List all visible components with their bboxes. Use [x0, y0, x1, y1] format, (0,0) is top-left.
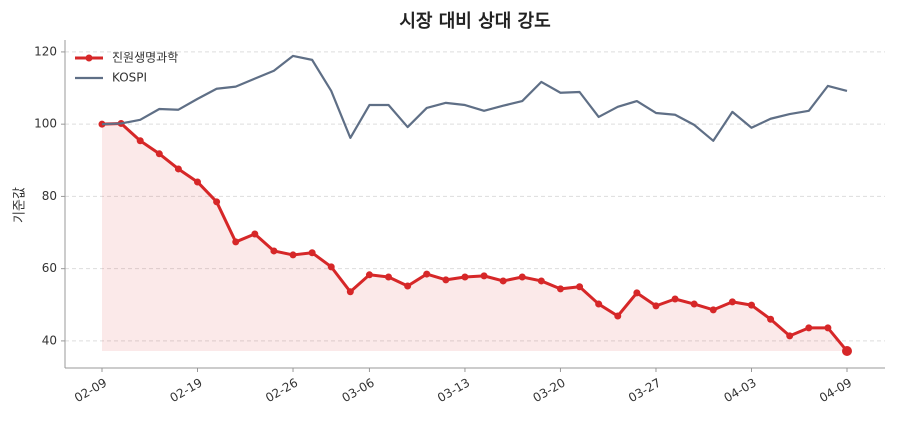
point	[595, 300, 603, 308]
point	[576, 283, 584, 291]
point	[518, 273, 526, 281]
point	[709, 306, 717, 314]
point	[289, 251, 297, 259]
point	[805, 324, 813, 332]
point	[671, 295, 679, 303]
point	[556, 285, 564, 293]
point	[213, 198, 221, 206]
point	[365, 271, 373, 279]
point	[824, 324, 832, 332]
point	[537, 277, 545, 285]
y-tick-label: 80	[42, 189, 57, 203]
x-tick-label: 02-09	[72, 376, 109, 406]
legend-label: KOSPI	[112, 71, 147, 85]
x-tick-label: 03-27	[626, 376, 663, 406]
point	[308, 249, 316, 257]
point	[155, 150, 163, 158]
point	[786, 332, 794, 340]
chart-title: 시장 대비 상대 강도	[399, 11, 550, 32]
x-tick-label: 04-03	[722, 376, 759, 406]
point	[346, 288, 354, 296]
x-tick-label: 02-19	[168, 376, 205, 406]
legend-label: 진원생명과학	[112, 51, 178, 65]
point	[767, 315, 775, 323]
point	[747, 301, 755, 309]
point	[232, 238, 240, 246]
x-tick-label: 03-06	[339, 376, 376, 406]
x-tick-label: 03-20	[531, 376, 568, 406]
point	[270, 247, 278, 255]
point	[842, 346, 852, 357]
line	[101, 121, 849, 352]
point	[194, 178, 202, 186]
point	[136, 137, 144, 145]
legend-marker	[85, 54, 93, 62]
point	[404, 282, 412, 290]
x-tick-label: 02-26	[263, 376, 300, 406]
x-tick-label: 03-13	[435, 376, 472, 406]
y-tick-label: 60	[42, 261, 57, 275]
point	[327, 263, 335, 271]
point	[480, 272, 488, 280]
point	[728, 298, 736, 306]
line	[101, 54, 848, 142]
point	[251, 230, 259, 238]
point	[385, 273, 393, 281]
point	[423, 270, 431, 278]
y-tick-label: 40	[42, 333, 57, 347]
point	[174, 165, 182, 173]
point	[442, 276, 450, 284]
x-tick-label: 04-09	[817, 376, 854, 406]
y-tick-label: 100	[34, 117, 57, 131]
point	[461, 273, 469, 281]
point	[690, 300, 698, 308]
point	[499, 277, 507, 285]
y-axis-label: 기준값	[13, 187, 28, 223]
y-tick-label: 120	[34, 44, 57, 58]
point	[614, 312, 622, 320]
point	[652, 302, 660, 310]
point	[633, 289, 641, 297]
area	[102, 123, 847, 352]
